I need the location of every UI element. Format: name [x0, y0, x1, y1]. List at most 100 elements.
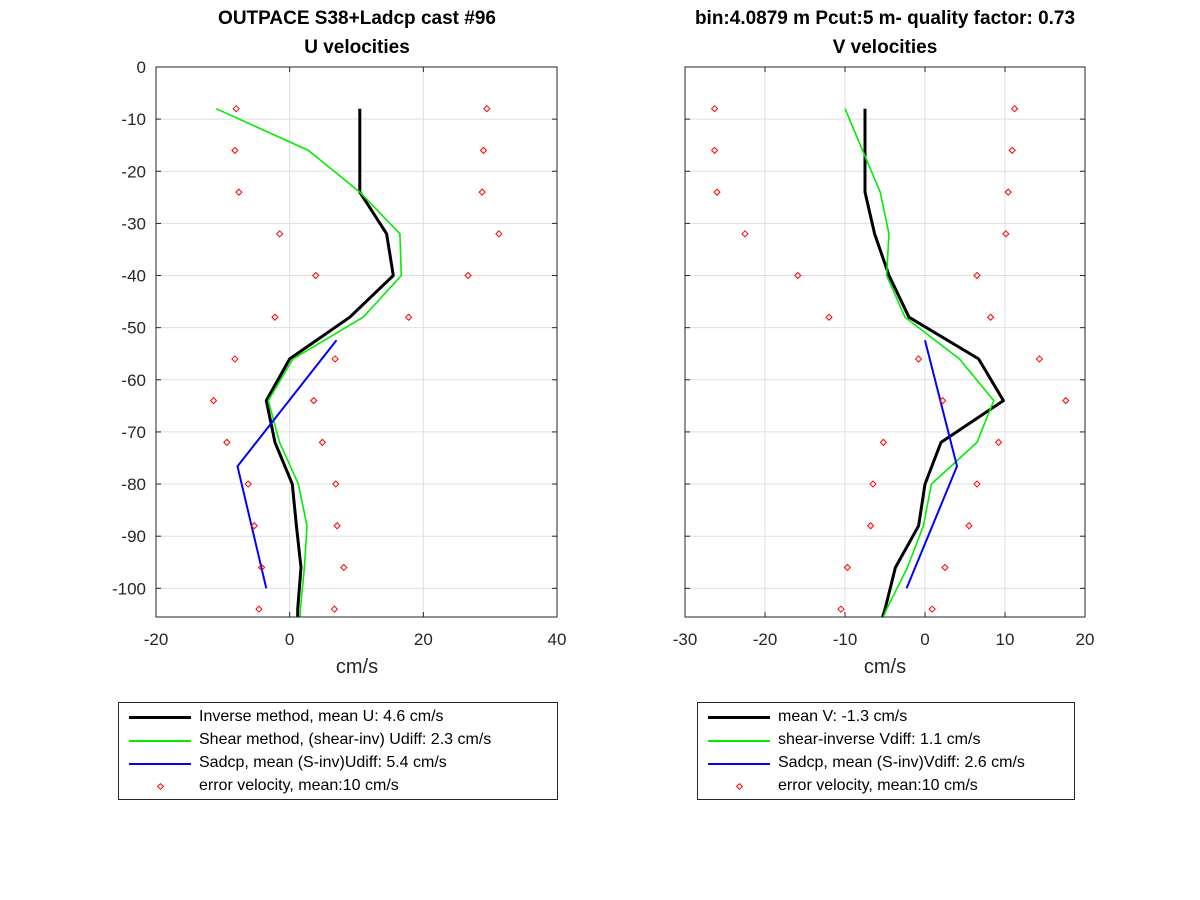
legend-swatch [129, 740, 191, 742]
v-error-velocity-marker [825, 313, 833, 321]
u-y-tick-label: -10 [121, 110, 146, 129]
u-error-velocity-marker [232, 104, 240, 113]
legend-entry-sadcp: Sadcp, mean (S-inv)Udiff: 5.4 cm/s [119, 753, 557, 776]
v-chart-title: bin:4.0879 m Pcut:5 m- quality factor: 0… [695, 8, 1075, 29]
legend-entry-shear-inverse: shear-inverse Vdiff: 1.1 cm/s [698, 730, 1074, 753]
v-error-velocity-marker [710, 104, 719, 113]
legend-entry-mean-v: mean V: -1.3 cm/s [698, 707, 1074, 730]
legend-entry-sadcp: Sadcp, mean (S-inv)Vdiff: 2.6 cm/s [698, 753, 1074, 776]
u-error-velocity-marker [250, 522, 258, 530]
u-y-tick-label: -90 [121, 527, 146, 546]
u-error-velocity-marker [223, 438, 231, 447]
u-y-tick-label: -50 [121, 319, 146, 338]
u-error-velocity-marker [271, 313, 279, 321]
v-x-tick-label: 20 [1076, 630, 1095, 649]
u-error-velocity-marker [483, 104, 491, 113]
v-error-velocity-marker [973, 480, 981, 488]
u-error-velocity-marker [330, 605, 339, 613]
legend-label: shear-inverse Vdiff: 1.1 cm/s [778, 731, 981, 748]
v-series-0-line [863, 108, 1005, 618]
legend-swatch [708, 740, 770, 742]
v-error-velocity-marker [938, 396, 947, 405]
v-error-velocity-marker [994, 438, 1003, 447]
v-error-velocity-marker [1004, 188, 1012, 196]
v-error-velocity-marker [1002, 230, 1010, 238]
legend-label: Shear method, (shear-inv) Udiff: 2.3 cm/… [199, 731, 492, 748]
u-error-velocity-marker [331, 355, 339, 363]
u-y-tick-label: -80 [121, 475, 146, 494]
v-error-velocity-marker [741, 230, 749, 238]
v-error-velocity-marker [1008, 146, 1016, 155]
u-x-tick-label: 20 [414, 630, 433, 649]
legend-marker [156, 782, 165, 791]
u-plot-area [156, 67, 557, 617]
u-x-axis-label: cm/s [336, 656, 378, 678]
u-error-velocity-marker [255, 605, 263, 613]
v-x-axis-label: cm/s [864, 656, 906, 678]
v-plot-area [685, 67, 1085, 617]
v-error-velocity-marker [973, 271, 981, 280]
v-chart-subtitle: V velocities [833, 37, 938, 58]
v-error-velocity-marker [914, 355, 923, 363]
v-error-velocity-marker [866, 522, 875, 530]
u-series-0-line [264, 108, 395, 617]
u-velocity-chart: OUTPACE S38+Ladcp cast #96 U velocities … [112, 8, 566, 678]
u-error-velocity-marker [312, 271, 320, 280]
u-error-velocity-marker [244, 480, 252, 488]
v-x-tick-label: -20 [753, 630, 778, 649]
u-error-velocity-marker [318, 438, 327, 447]
v-axes-box [684, 66, 1086, 618]
v-series-1-line [844, 108, 995, 618]
u-error-velocity-marker [340, 563, 348, 572]
u-chart-title: OUTPACE S38+Ladcp cast #96 [218, 8, 496, 29]
v-error-velocity-marker [843, 563, 852, 572]
v-error-velocity-marker [928, 605, 936, 613]
v-error-velocity-marker [879, 438, 888, 447]
legend-label: Sadcp, mean (S-inv)Udiff: 5.4 cm/s [199, 754, 447, 771]
u-error-velocity-marker [310, 396, 318, 405]
v-error-velocity-marker [710, 146, 719, 155]
legend-entry-inverse: Inverse method, mean U: 4.6 cm/s [119, 707, 557, 730]
legend-label: error velocity, mean:10 cm/s [778, 777, 978, 794]
v-legend: mean V: -1.3 cm/s shear-inverse Vdiff: 1… [697, 702, 1075, 800]
u-chart-subtitle: U velocities [304, 37, 410, 58]
legend-label: Inverse method, mean U: 4.6 cm/s [199, 708, 444, 725]
u-error-velocity-marker [464, 271, 472, 280]
v-series-2-line [905, 339, 958, 589]
u-error-velocity-marker [235, 188, 243, 196]
u-x-tick-label: 40 [548, 630, 567, 649]
v-error-velocity-marker [1062, 396, 1070, 405]
u-error-velocity-marker [275, 230, 284, 238]
u-y-tick-label: -100 [112, 579, 146, 598]
u-y-tick-label: -20 [121, 162, 146, 181]
v-error-velocity-marker [965, 522, 973, 530]
v-error-velocity-marker [1010, 104, 1019, 113]
u-y-tick-label: -30 [121, 214, 146, 233]
u-error-velocity-marker [332, 480, 340, 488]
u-series-2-line [236, 339, 338, 589]
u-legend: Inverse method, mean U: 4.6 cm/s Shear m… [118, 702, 558, 800]
v-x-tick-label: -10 [833, 630, 858, 649]
legend-label: Sadcp, mean (S-inv)Vdiff: 2.6 cm/s [778, 754, 1025, 771]
legend-entry-error: error velocity, mean:10 cm/s [698, 776, 1074, 799]
legend-marker [735, 782, 744, 791]
legend-entry-shear: Shear method, (shear-inv) Udiff: 2.3 cm/… [119, 730, 557, 753]
v-error-velocity-marker [794, 271, 802, 280]
v-error-velocity-marker [713, 188, 721, 196]
u-error-velocity-marker [257, 563, 266, 572]
u-y-tick-label: 0 [137, 58, 146, 77]
v-x-tick-label: -30 [673, 630, 698, 649]
u-error-velocity-marker [404, 313, 413, 321]
v-error-velocity-marker [986, 313, 995, 321]
legend-entry-error: error velocity, mean:10 cm/s [119, 776, 557, 799]
v-error-velocity-marker [837, 605, 845, 613]
u-error-velocity-marker [231, 146, 239, 155]
v-x-tick-label: 0 [920, 630, 929, 649]
legend-swatch [708, 716, 770, 719]
u-x-tick-label: 0 [285, 630, 294, 649]
u-axes-box [155, 66, 558, 618]
u-error-velocity-marker [231, 355, 239, 363]
legend-swatch [708, 763, 770, 765]
u-error-velocity-marker [495, 230, 503, 238]
legend-label: error velocity, mean:10 cm/s [199, 777, 399, 794]
